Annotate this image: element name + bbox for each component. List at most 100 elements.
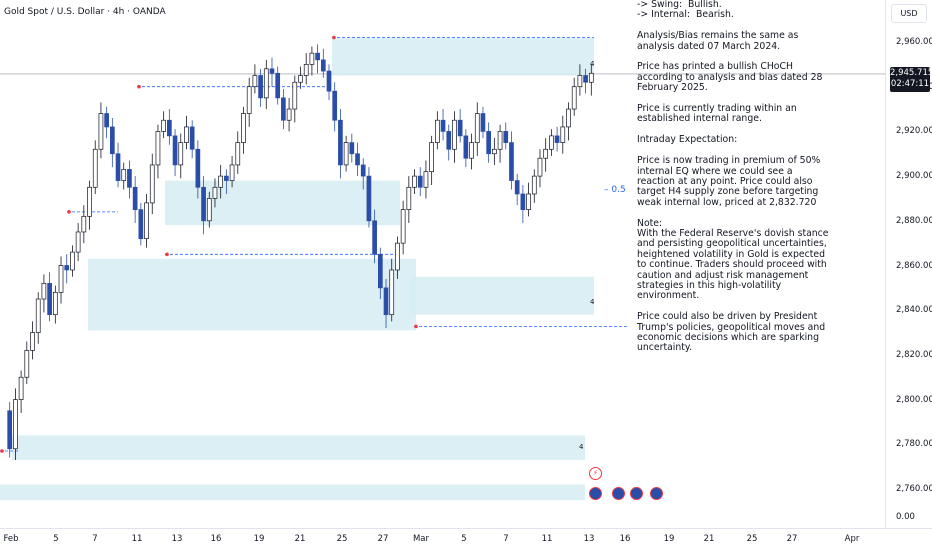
zone-rect [12, 435, 585, 460]
y-tick-label: 2,820.000 [896, 349, 932, 360]
candle-body [81, 215, 87, 233]
candle-body [47, 283, 52, 316]
candle-body [366, 175, 372, 222]
candle-body [543, 148, 549, 159]
x-tick-label: 11 [541, 534, 553, 544]
candle-body [41, 283, 47, 300]
note-line: -> Swing: Bullish. [637, 0, 722, 10]
y-tick-label: 2,880.000 [896, 215, 932, 226]
candle-body [503, 131, 509, 143]
candle-body [229, 164, 235, 181]
candle-body [412, 175, 417, 188]
price-chart[interactable] [0, 0, 885, 528]
candle-body [292, 81, 298, 110]
candle-body [497, 131, 503, 150]
y-tick-label: 2,920.000 [896, 126, 932, 137]
currency-button[interactable]: USD [891, 4, 927, 23]
candle-body [315, 52, 320, 61]
candle-body [377, 253, 383, 289]
note-line: Price has printed a bullish CHoCH accord… [637, 61, 826, 94]
candle-body [429, 142, 434, 172]
candle-body [372, 220, 377, 255]
x-tick-label: 13 [171, 534, 183, 544]
candle-body [7, 410, 13, 450]
us-flag-icon[interactable] [650, 487, 663, 500]
candle-body [531, 175, 537, 195]
note-line: Analysis/Bias remains the same as analys… [637, 30, 802, 52]
candle-body [155, 131, 161, 166]
candle-body [161, 119, 166, 132]
candle-body [52, 291, 58, 316]
y-tick-label: 2,960.000 [896, 37, 932, 47]
candle-body [64, 265, 70, 271]
candle-body [167, 119, 172, 137]
candle-body [92, 148, 98, 188]
us-flag-icon[interactable] [630, 487, 643, 500]
candle-body [492, 148, 497, 155]
candle-body [486, 131, 492, 155]
us-flag-icon[interactable] [589, 487, 602, 500]
time-axis[interactable] [0, 528, 932, 551]
candle-body [406, 186, 412, 210]
candle-body [520, 193, 526, 210]
y-tick-label: 2,800.000 [896, 394, 932, 405]
candle-body [463, 135, 469, 159]
candle-body [509, 142, 514, 181]
x-tick-label: Mar [412, 534, 430, 544]
x-tick-label: 19 [663, 534, 675, 544]
analysis-notes: -> Swing: Bullish. -> Internal: Bearish. … [637, 0, 829, 354]
zone-rect [332, 37, 594, 76]
flash-icon[interactable]: ⚡ [589, 467, 602, 480]
candle-body [132, 186, 138, 210]
symbol-title: Gold Spot / U.S. Dollar · 4h · OANDA [4, 7, 166, 17]
candle-body [241, 113, 246, 143]
candle-body [320, 59, 326, 72]
x-tick-label: 11 [131, 534, 143, 544]
candle-body [343, 142, 349, 166]
candle-body [275, 72, 281, 99]
note-line: Note: [637, 217, 663, 229]
note-line: Intraday Expectation: [637, 134, 738, 146]
candle-body [178, 142, 184, 166]
candle-body [104, 113, 109, 128]
us-flag-icon[interactable] [612, 487, 625, 500]
x-tick-label: 27 [377, 534, 389, 544]
candle-body [286, 108, 292, 121]
x-tick-label: 19 [253, 534, 265, 544]
zone-rect [410, 276, 594, 315]
y-tick-label: 2,900.000 [896, 171, 932, 182]
level-dot [165, 252, 169, 257]
current-price-value: 2,945.715 [890, 68, 932, 78]
candle-body [212, 186, 218, 199]
candle-body [58, 265, 64, 293]
x-tick-label: 16 [619, 534, 631, 544]
level-dot [67, 210, 71, 214]
candle-body [554, 135, 560, 143]
candle-body [127, 169, 132, 188]
countdown-timer: 02:47:11 [890, 79, 930, 89]
candle-body [75, 231, 81, 253]
x-tick-label: 21 [703, 534, 715, 544]
candle-body [121, 169, 127, 181]
candle-body [70, 251, 75, 271]
candle-body [355, 153, 360, 166]
candle-body [389, 269, 395, 316]
candle-body [457, 119, 463, 137]
level-dot [0, 449, 4, 453]
candle-body [303, 63, 309, 76]
note-line: -> Internal: Bearish. [637, 9, 734, 21]
candle-body [423, 171, 429, 188]
x-tick-label: 21 [294, 534, 306, 544]
candle-body [309, 52, 315, 65]
candle-body [338, 119, 343, 166]
candle-body [560, 126, 566, 143]
eq-value: 0.5 [611, 185, 626, 195]
candle-body [206, 198, 212, 222]
candle-body [172, 135, 178, 166]
level-dot [414, 324, 418, 329]
candle-body [332, 90, 338, 121]
candle-body [235, 142, 241, 166]
y-tick-label: 2,840.000 [896, 305, 932, 316]
candle-body [144, 202, 149, 240]
candle-body [269, 68, 275, 74]
